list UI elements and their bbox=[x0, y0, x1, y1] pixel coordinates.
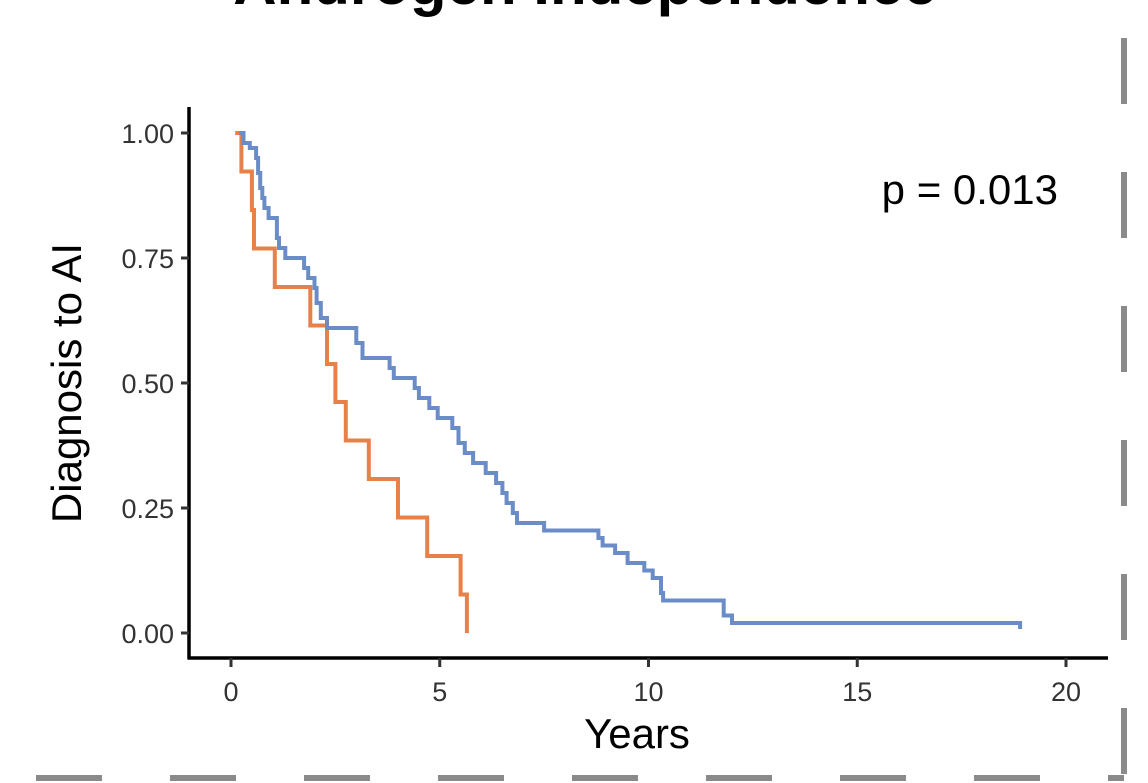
y-tick-label: 0.50 bbox=[121, 369, 174, 399]
chart-title: Androgen Independence bbox=[233, 0, 936, 17]
y-tick-label: 0.25 bbox=[121, 494, 174, 524]
x-tick-label: 15 bbox=[842, 677, 872, 707]
x-tick-label: 10 bbox=[633, 677, 663, 707]
y-tick-label: 0.00 bbox=[121, 619, 174, 649]
x-axis-ticks: 0 5 10 15 20 bbox=[223, 658, 1081, 707]
y-axis-label: Diagnosis to AI bbox=[43, 243, 90, 523]
y-tick-label: 1.00 bbox=[121, 119, 174, 149]
survival-curve-2 bbox=[239, 131, 1023, 629]
y-axis-ticks: 0.00 0.25 0.50 0.75 1.00 bbox=[121, 119, 189, 649]
survival-curves bbox=[235, 131, 1023, 633]
y-tick-label: 0.75 bbox=[121, 244, 174, 274]
x-tick-label: 0 bbox=[223, 677, 238, 707]
survival-curve-1 bbox=[235, 131, 469, 633]
p-value-annotation: p = 0.013 bbox=[882, 166, 1058, 213]
x-axis-label: Years bbox=[584, 710, 690, 757]
x-tick-label: 20 bbox=[1051, 677, 1081, 707]
x-tick-label: 5 bbox=[432, 677, 447, 707]
